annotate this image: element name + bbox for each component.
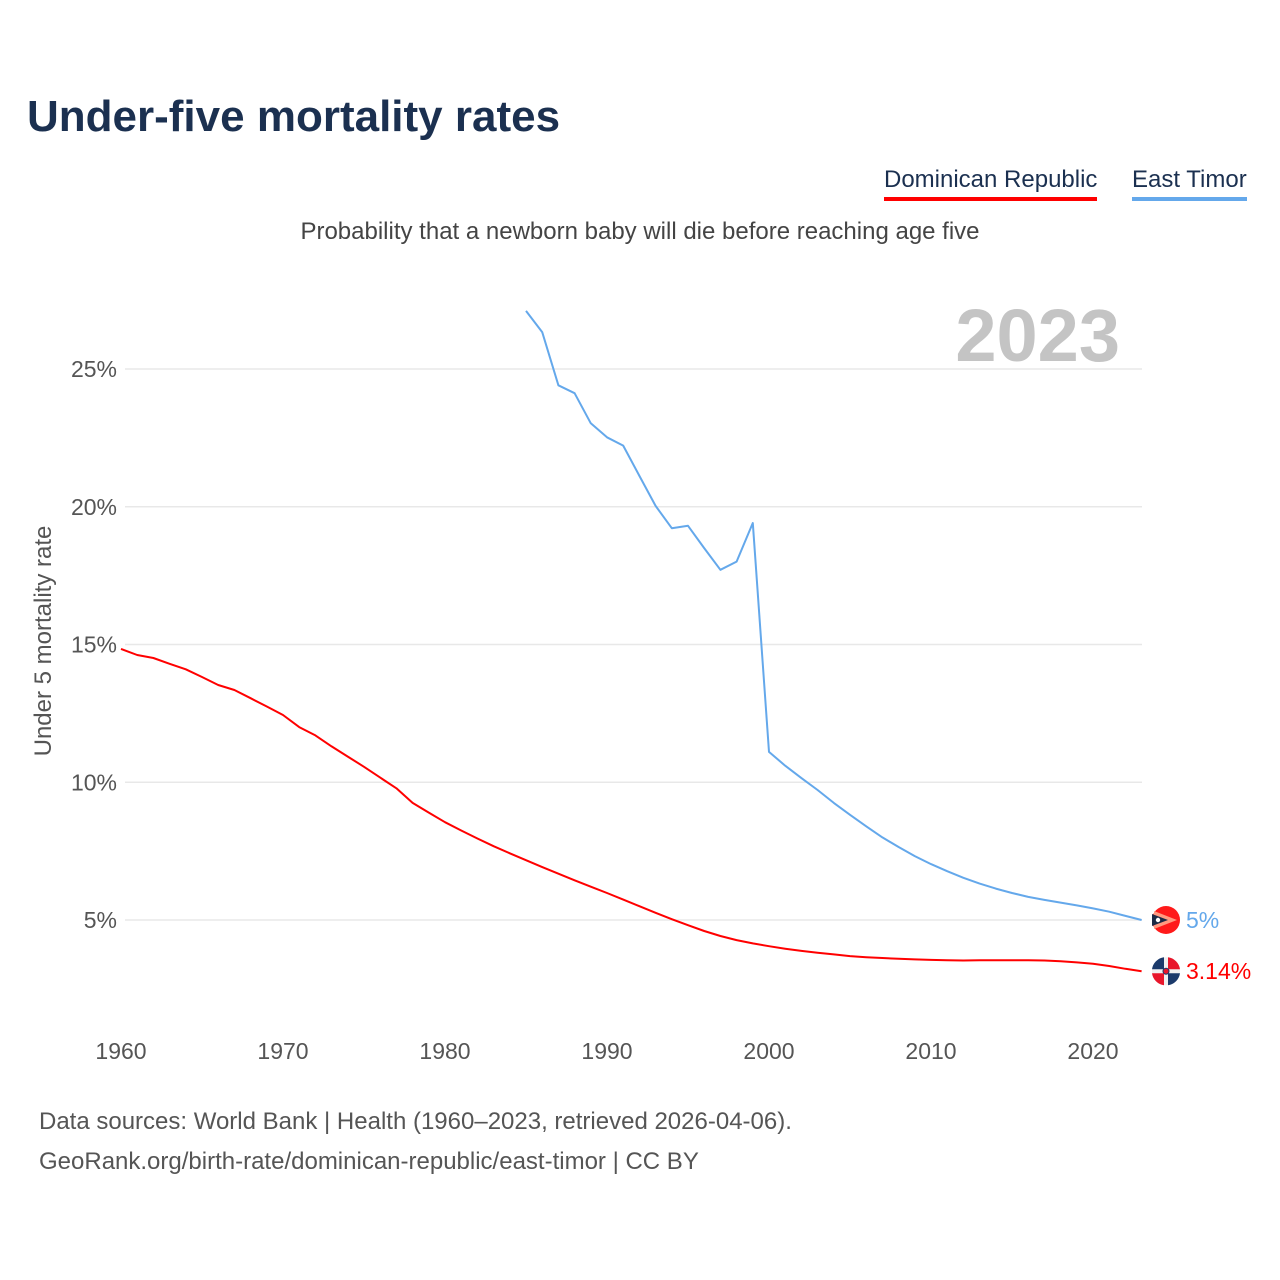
flag-quarter [1168,973,1180,986]
legend-east-timor[interactable]: East Timor [1132,166,1247,201]
x-tick-label: 1970 [257,1038,308,1064]
y-tick-label: 5% [84,907,117,933]
flag-star [1155,917,1161,923]
east-timor-flag-icon [1152,906,1180,934]
x-tick-label: 1990 [581,1038,632,1064]
series-line-east-timor [525,310,1142,921]
footer-link[interactable]: GeoRank.org/birth-rate/dominican-republi… [39,1148,699,1175]
y-axis-label: Under 5 mortality rate [30,526,57,757]
x-tick-label: 1980 [419,1038,470,1064]
legend-dominican-republic[interactable]: Dominican Republic [884,166,1098,201]
chart-title: Under-five mortality rates [27,92,561,141]
x-tick-label: 1960 [95,1038,146,1064]
y-tick-label: 15% [71,632,117,658]
y-tick-label: 10% [71,769,117,795]
chart-subtitle: Probability that a newborn baby will die… [300,218,980,245]
flag-quarter [1152,957,1164,970]
flag-quarter [1152,973,1164,986]
x-tick-label: 2010 [905,1038,956,1064]
dominican-republic-flag-icon [1152,957,1180,986]
end-value-label: 5% [1186,907,1219,933]
x-tick-label: 2000 [743,1038,794,1064]
series-line-dominican-republic [120,647,1142,973]
flag-quarter [1168,957,1180,970]
end-value-label: 3.14% [1186,958,1251,984]
y-tick-label: 25% [71,356,117,382]
x-tick-label: 2020 [1067,1038,1118,1064]
y-tick-label: 20% [71,494,117,520]
flag-emblem [1162,967,1170,975]
year-label: 2023 [955,294,1120,377]
footer-sources: Data sources: World Bank | Health (1960–… [39,1108,792,1135]
